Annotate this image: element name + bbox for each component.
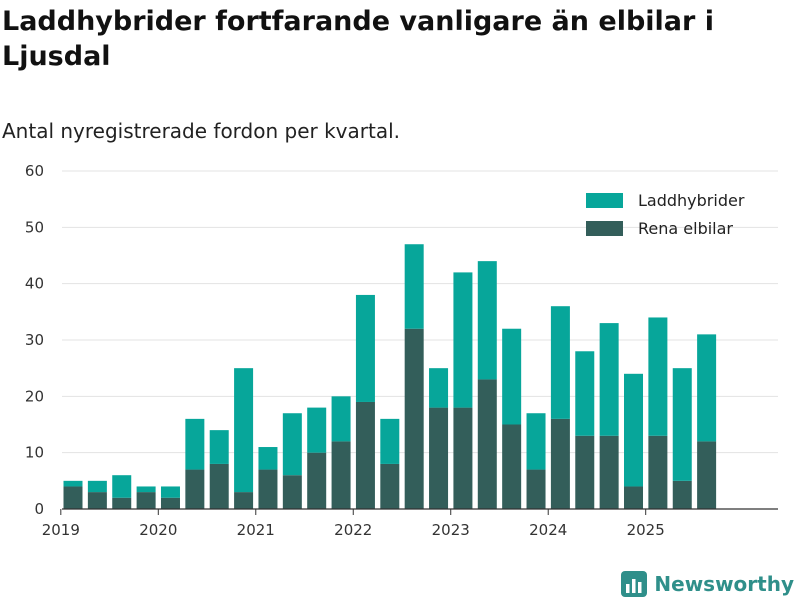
bar-rena-elbilar [234,492,254,509]
bar-rena-elbilar [502,424,522,509]
bar-laddhybrider [526,413,546,470]
bar-laddhybrider [185,418,205,470]
bar-laddhybrider [404,244,424,329]
bar-laddhybrider [502,328,522,425]
bar-rena-elbilar [307,452,327,509]
bar-laddhybrider [624,373,644,487]
bar-rena-elbilar [185,469,205,509]
bar-laddhybrider [282,413,302,476]
bar-laddhybrider [209,430,229,464]
chart-subtitle: Antal nyregistrerade fordon per kvartal. [2,119,401,143]
bar-laddhybrider [575,351,595,436]
bar-rena-elbilar [258,469,278,509]
legend-swatch [586,193,623,208]
bar-rena-elbilar [331,441,351,509]
bar-laddhybrider [331,396,351,442]
stacked-bar-chart: 0 10 20 30 40 50 60 2019 2020 2021 2022 2023 2024 202… [25,162,778,539]
bar-rena-elbilar [599,435,619,509]
bar-rena-elbilar [380,463,400,509]
legend-label: Laddhybrider [638,191,745,210]
legend-swatch [586,221,623,236]
bar-laddhybrider [160,486,180,498]
y-tick-label: 20 [25,387,44,405]
bar-rena-elbilar [87,492,107,509]
bar-laddhybrider [429,368,449,408]
bar-laddhybrider [599,323,619,436]
bar-rena-elbilar [550,418,570,509]
bar-laddhybrider [234,368,254,493]
bar-laddhybrider [453,272,473,408]
bar-rena-elbilar [404,328,424,509]
bar-rena-elbilar [282,475,302,509]
bar-laddhybrider [355,294,375,402]
bar-laddhybrider [258,447,278,470]
bar-laddhybrider [697,334,717,442]
bar-rena-elbilar [160,497,180,509]
bar-laddhybrider [380,418,400,464]
bar-laddhybrider [112,475,132,498]
legend: Laddhybrider Rena elbilar [586,191,745,238]
bar-laddhybrider [477,261,497,380]
bar-rena-elbilar [477,379,497,509]
bar-rena-elbilar [648,435,668,509]
bar-laddhybrider [136,486,156,493]
y-tick-label: 30 [25,331,44,349]
x-tick-label: 2024 [529,521,567,539]
legend-label: Rena elbilar [638,219,733,238]
bar-rena-elbilar [672,480,692,509]
y-tick-label: 50 [25,218,44,236]
x-tick-label: 2023 [432,521,470,539]
bar-rena-elbilar [112,497,132,509]
bar-rena-elbilar [136,492,156,509]
bar-laddhybrider [63,480,83,487]
bar-rena-elbilar [429,407,449,509]
bar-rena-elbilar [355,401,375,509]
brand-logo: Newsworthy [620,570,794,598]
bar-rena-elbilar [453,407,473,509]
x-tick-label: 2021 [237,521,275,539]
bar-laddhybrider [307,407,327,453]
bar-laddhybrider [672,368,692,481]
chart-title: Laddhybrider fortfarande vanligare än el… [2,6,714,72]
y-tick-label: 40 [25,275,44,293]
bar-rena-elbilar [209,463,229,509]
bar-laddhybrider [648,317,668,436]
axes: 0 10 20 30 40 50 60 2019 2020 2021 2022 2023 2024 202… [25,162,778,539]
brand-name: Newsworthy [654,572,794,596]
bar-rena-elbilar [63,486,83,509]
x-tick-label: 2025 [627,521,665,539]
x-tick-label: 2022 [334,521,372,539]
bar-laddhybrider [87,480,107,493]
y-tick-label: 60 [25,162,44,180]
bar-laddhybrider [550,306,570,419]
x-tick-label: 2020 [139,521,177,539]
bar-rena-elbilar [624,486,644,509]
bar-rena-elbilar [697,441,717,509]
bar-rena-elbilar [575,435,595,509]
newsworthy-logo-icon [621,571,648,597]
y-tick-label: 0 [34,500,44,518]
y-tick-label: 10 [25,444,44,462]
x-tick-label: 2019 [42,521,80,539]
bars [63,244,717,509]
bar-rena-elbilar [526,469,546,509]
